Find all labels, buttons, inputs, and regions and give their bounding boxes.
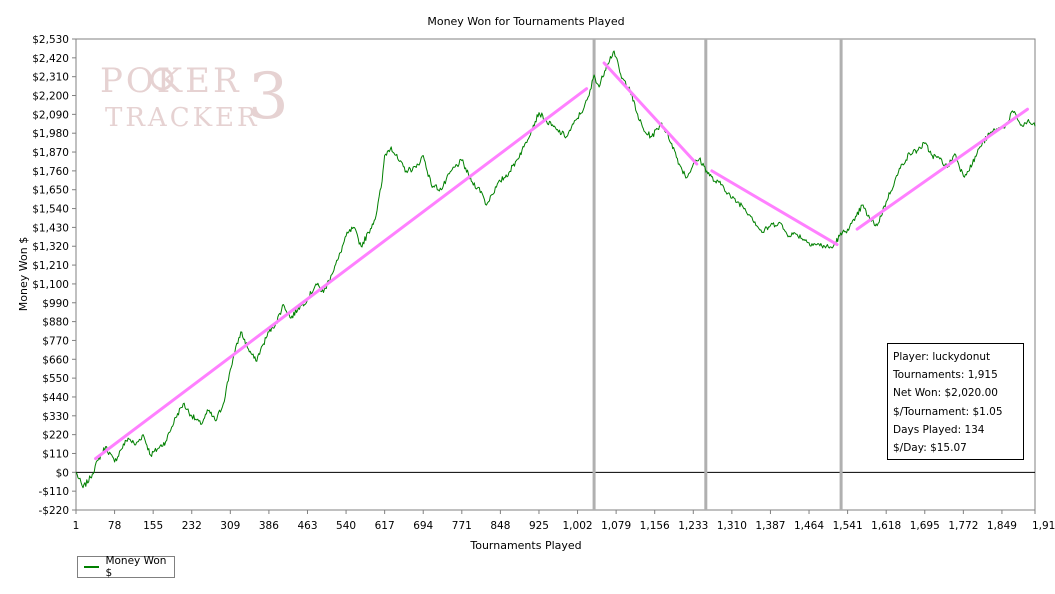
plot-area <box>75 38 1036 511</box>
legend-label-money-won: Money Won $ <box>105 555 167 579</box>
x-tick-label: 1,233 <box>678 520 708 532</box>
y-tick-label: $110 <box>42 448 69 460</box>
x-tick-label: 694 <box>413 520 433 532</box>
x-tick-label: 309 <box>220 520 240 532</box>
x-tick-label: 1,849 <box>987 520 1017 532</box>
x-tick-label: 1,156 <box>640 520 670 532</box>
x-tick-label: 1 <box>73 520 80 532</box>
watermark-tracker-text: TRACKER <box>105 103 260 133</box>
x-tick-label: 1,772 <box>948 520 978 532</box>
trend-line <box>855 107 1029 231</box>
y-tick-label: $990 <box>42 298 69 310</box>
stat-days-played: Days Played: 134 <box>893 423 985 436</box>
y-tick-label: $220 <box>42 430 69 442</box>
x-tick-label: 1,541 <box>833 520 863 532</box>
stat-net-won: Net Won: $2,020.00 <box>893 387 998 400</box>
chart-legend: Money Won $ <box>77 555 175 579</box>
trend-line <box>710 169 839 247</box>
y-tick-label: $2,310 <box>32 72 69 84</box>
player-stats-box: Player: luckydonut Tournaments: 1,915 Ne… <box>887 343 1024 460</box>
trend-line <box>602 61 699 166</box>
y-tick-label: $2,200 <box>32 91 69 103</box>
x-tick-label: 540 <box>336 520 356 532</box>
watermark-poker-text: POKER <box>100 61 242 101</box>
y-tick-label: $2,420 <box>32 53 69 65</box>
y-tick-label: $2,090 <box>32 109 69 121</box>
money-won-line <box>75 50 1036 489</box>
x-tick-label: 1,079 <box>601 520 631 532</box>
stat-tournaments: Tournaments: 1,915 <box>893 369 998 382</box>
y-tick-label: $1,980 <box>32 128 69 140</box>
y-axis-title: Money Won $ <box>17 237 30 311</box>
y-tick-label: $550 <box>42 373 69 385</box>
chart-title: Money Won for Tournaments Played <box>427 15 624 28</box>
x-tick-label: 925 <box>529 520 549 532</box>
x-tick-label: 1,464 <box>794 520 824 532</box>
x-tick-label: 1,002 <box>563 520 593 532</box>
y-tick-label: -$110 <box>38 486 69 498</box>
series-money-won <box>75 50 1036 489</box>
x-tick-label: 1,695 <box>910 520 940 532</box>
x-tick-label: 463 <box>297 520 317 532</box>
x-tick-label: 1,387 <box>755 520 785 532</box>
y-tick-label: $770 <box>42 335 69 347</box>
x-tick-label: 1,310 <box>717 520 747 532</box>
legend-swatch-money-won <box>84 566 100 568</box>
poker-chip-icon <box>150 67 174 91</box>
y-tick-label: $1,870 <box>32 147 69 159</box>
y-tick-label: $880 <box>42 317 69 329</box>
poker-tracker-watermark: POKER 3 TRACKER <box>100 60 292 134</box>
x-tick-label: 617 <box>375 520 395 532</box>
y-tick-label: -$220 <box>38 505 69 517</box>
x-tick-label: 386 <box>259 520 279 532</box>
y-tick-label: $660 <box>42 354 69 366</box>
trend-lines <box>94 61 1029 461</box>
y-tick-label: $2,530 <box>32 34 69 46</box>
y-tick-label: $1,760 <box>32 166 69 178</box>
y-tick-label: $330 <box>42 411 69 423</box>
x-tick-label: 1,618 <box>871 520 901 532</box>
x-tick-label: 1,915 <box>1032 520 1055 532</box>
y-tick-label: $1,430 <box>32 222 69 234</box>
stat-per-day: $/Day: $15.07 <box>893 442 967 455</box>
x-axis-title: Tournaments Played <box>469 539 581 552</box>
y-tick-label: $1,540 <box>32 204 69 216</box>
y-tick-label: $1,210 <box>32 260 69 272</box>
trend-line <box>94 87 589 461</box>
y-tick-label: $1,320 <box>32 241 69 253</box>
y-tick-label: $1,100 <box>32 279 69 291</box>
x-tick-label: 771 <box>452 520 472 532</box>
y-tick-label: $1,650 <box>32 185 69 197</box>
y-tick-label: $0 <box>56 467 69 479</box>
watermark-numeral-text: 3 <box>248 60 292 134</box>
x-axis: 1 78 155 232 309 386 463 540 617 694 771 848 925 1,00… <box>73 510 1055 532</box>
x-tick-label: 232 <box>182 520 202 532</box>
y-axis: -$220 -$110 $0 $110 $220 $330 $440 $550 $660 $770… <box>32 34 76 517</box>
y-tick-label: $440 <box>42 392 69 404</box>
stat-player: Player: luckydonut <box>893 351 991 363</box>
x-tick-label: 155 <box>143 520 163 532</box>
period-separators <box>592 39 843 510</box>
x-tick-label: 848 <box>490 520 510 532</box>
x-tick-label: 78 <box>108 520 121 532</box>
stat-per-tournament: $/Tournament: $1.05 <box>893 405 1003 418</box>
